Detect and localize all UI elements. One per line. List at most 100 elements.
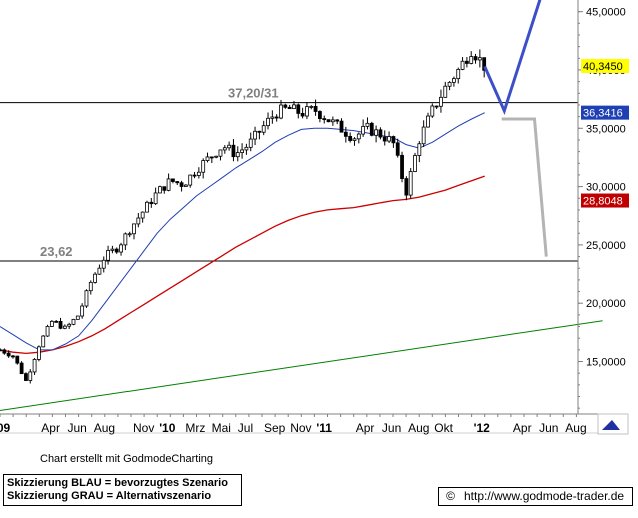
candle-body [123,233,128,246]
candle-body [205,156,210,161]
candle-body [188,174,193,186]
candle-body [395,142,400,156]
candle-body [209,156,214,159]
x-tick-label: Jun [539,421,558,435]
candle-body [192,174,197,177]
x-tick-label: Aug [94,421,115,435]
candle-body [235,152,240,158]
level-label: 37,20/31 [228,86,279,101]
source-link[interactable]: © http://www.godmode-trader.de [438,487,633,506]
y-tick-label: 20,0000 [586,298,626,310]
x-tick-label: Apr [41,421,60,435]
candle-body [145,201,149,213]
candle-body [305,106,309,117]
y-tick-label: 30,0000 [586,182,626,194]
candle-body [279,104,283,119]
x-tick-label: Mrz [185,421,205,435]
candle-body [452,78,456,83]
candle-body [261,125,266,133]
candle-body [0,349,2,352]
candle-body [15,355,20,364]
candle-body [140,211,145,219]
y-tick-label: 15,0000 [586,357,626,369]
candle-body [153,192,158,205]
candle-body [365,122,370,127]
candle-body [356,133,361,140]
candle-body [421,126,426,145]
candle-body [67,323,72,327]
candle-body [404,178,409,196]
x-tick-label: '12 [474,421,491,435]
x-tick-label: Apr [513,421,532,435]
x-tick-label: Nov [133,421,154,435]
candle-body [171,178,175,182]
candle-body [240,149,244,153]
candle-body [318,111,322,119]
candle-body [378,129,383,138]
candle-body [469,56,474,64]
x-tick-label: Jun [382,421,401,435]
candle-body [408,171,413,196]
candle-body [292,104,296,110]
candle-body [443,85,448,98]
blue-scenario-path [483,0,542,116]
level-label: 23,62 [40,244,73,259]
moving-averages-layer [0,112,485,355]
candle-body [434,105,439,108]
candle-body [93,273,98,283]
candle-body [227,144,232,149]
candle-body [274,116,279,119]
candle-body [482,57,487,71]
candle-body [19,362,24,375]
candle-body [287,106,292,110]
price-label-box [581,193,629,208]
candle-body [413,155,417,172]
candle-body [11,355,15,358]
candle-body [400,154,404,179]
candle-body [183,184,188,187]
x-tick-label: Sep [264,421,286,435]
candle-body [387,136,391,142]
trendlines-layer [0,320,603,411]
candle-body [426,115,430,128]
candle-body [222,147,227,151]
candle-body [136,217,141,225]
candle-body [447,81,452,87]
x-tick-label: Apr [356,421,375,435]
candle-body [6,352,11,357]
candle-body [348,135,353,141]
candle-body [460,60,465,70]
candle-body [84,290,89,307]
candle-body [417,143,422,156]
candle-body [132,223,136,235]
x-tick-label: Okt [434,421,453,435]
candle-body [106,250,110,261]
y-tick-label: 25,0000 [586,240,626,252]
candle-body [335,119,340,122]
ma-red-line [0,175,485,355]
candle-body [248,138,253,148]
price-label-box [581,105,629,120]
candle-body [253,130,257,140]
candle-body [179,182,184,187]
candle-body [330,119,335,123]
candle-body [473,56,478,61]
candle-body [369,122,374,136]
candle-body [119,244,123,253]
candle-body [166,178,171,191]
candle-body [296,104,301,114]
candle-body [88,281,93,292]
chart-credit: Chart erstellt mit GodmodeCharting [40,453,214,465]
candle-body [49,320,54,327]
candle-body [127,233,132,236]
candle-body [158,186,162,194]
candle-body [45,326,50,337]
candle-body [456,68,461,80]
candle-body [231,144,236,158]
x-tick-label: Nov [290,421,311,435]
candle-body [75,315,80,320]
candle-body [214,155,219,158]
candle-body [196,171,201,176]
green-trendline [0,320,603,411]
